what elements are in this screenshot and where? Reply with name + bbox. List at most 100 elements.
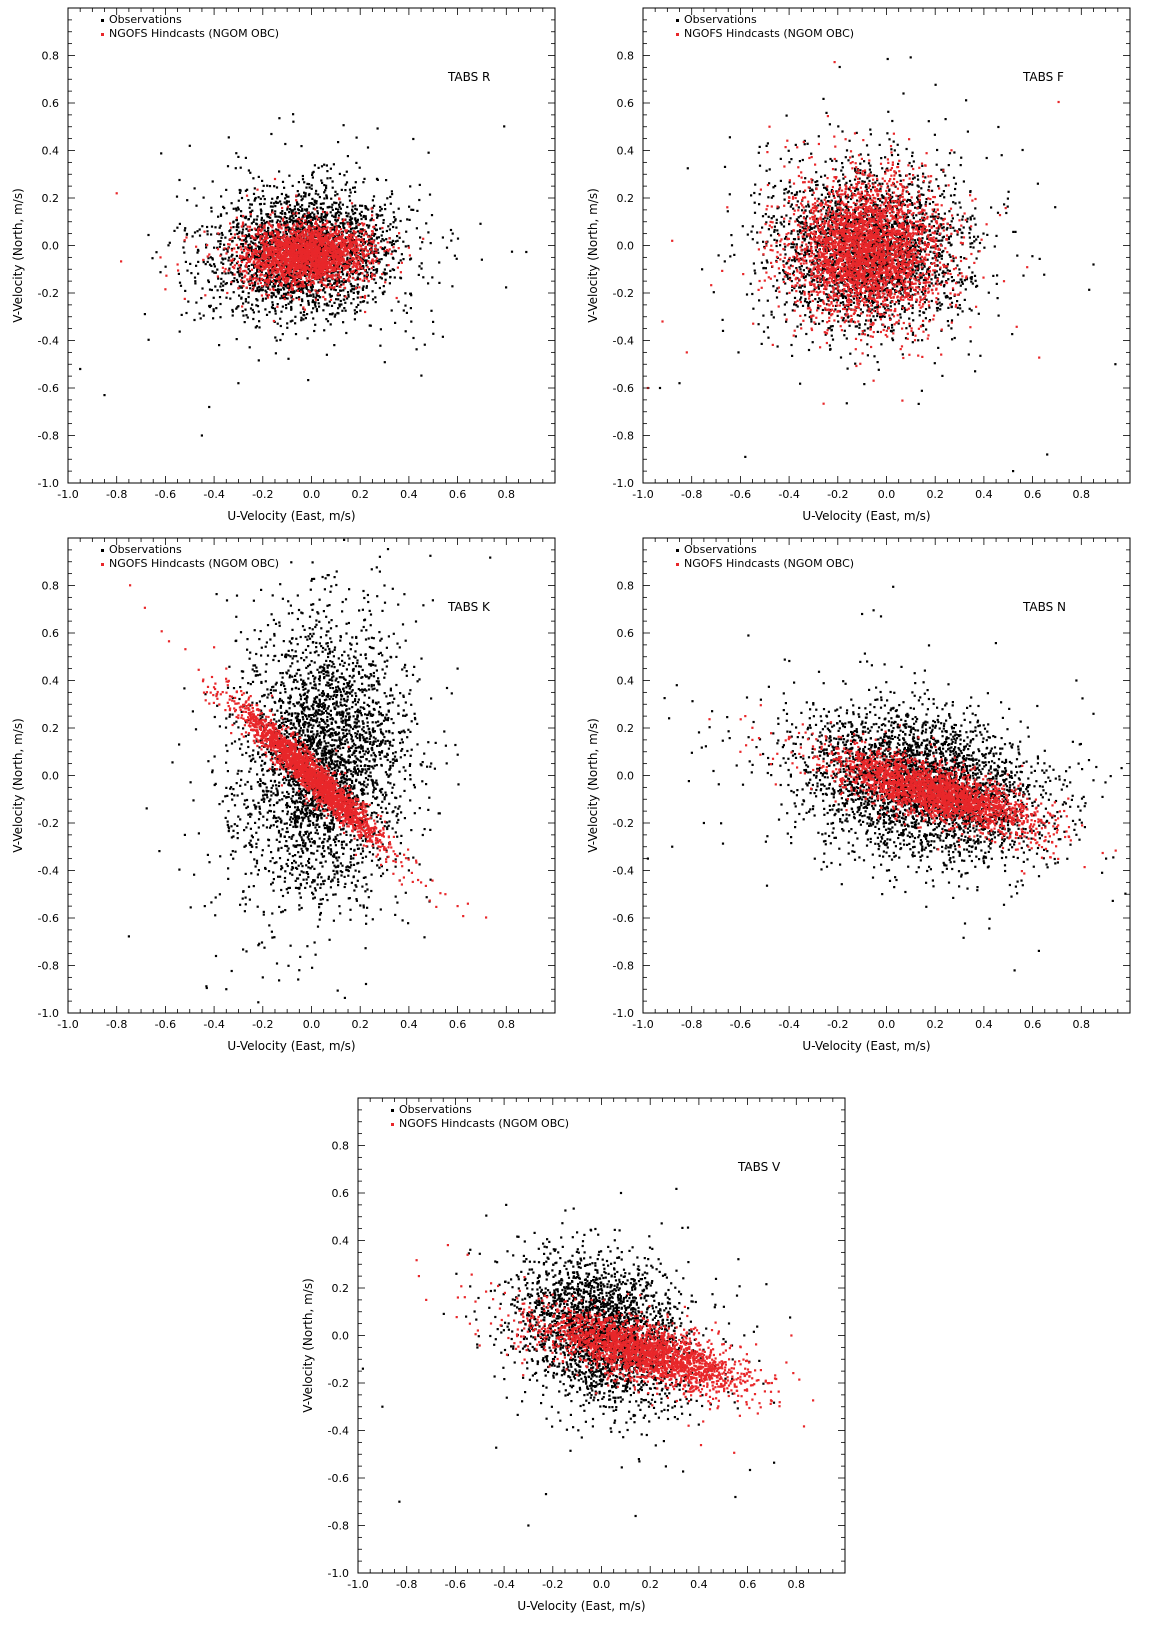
data-point bbox=[244, 189, 247, 192]
data-point bbox=[288, 239, 291, 242]
data-point bbox=[301, 261, 304, 264]
data-point bbox=[220, 289, 223, 292]
data-point bbox=[355, 262, 358, 266]
data-point bbox=[386, 197, 389, 200]
data-point bbox=[300, 290, 303, 293]
data-point bbox=[308, 220, 311, 223]
data-point bbox=[275, 249, 278, 252]
data-point bbox=[374, 259, 377, 262]
data-point bbox=[348, 268, 351, 271]
data-point bbox=[277, 251, 281, 254]
data-point bbox=[318, 271, 321, 274]
data-point bbox=[279, 242, 282, 245]
data-point bbox=[266, 215, 269, 218]
data-point bbox=[304, 282, 307, 285]
data-point bbox=[347, 222, 350, 225]
data-point bbox=[343, 268, 346, 271]
data-point bbox=[317, 289, 320, 293]
data-point bbox=[335, 280, 338, 283]
data-point bbox=[365, 264, 368, 267]
data-point bbox=[261, 288, 264, 291]
data-point bbox=[313, 164, 316, 167]
data-point bbox=[253, 187, 256, 190]
data-point bbox=[315, 232, 318, 235]
data-point bbox=[385, 179, 388, 182]
data-point bbox=[292, 235, 295, 238]
data-point bbox=[283, 222, 286, 225]
data-point bbox=[389, 269, 392, 272]
data-point bbox=[231, 272, 234, 275]
data-point bbox=[262, 245, 265, 248]
data-point bbox=[373, 204, 376, 207]
data-point bbox=[335, 253, 338, 257]
data-point bbox=[296, 208, 300, 211]
data-point bbox=[293, 250, 296, 253]
data-point bbox=[369, 235, 372, 238]
data-point bbox=[355, 208, 358, 211]
data-point bbox=[331, 252, 334, 255]
data-point bbox=[292, 234, 295, 237]
data-point bbox=[213, 263, 216, 266]
data-point bbox=[231, 253, 234, 257]
data-point bbox=[339, 276, 342, 279]
data-point bbox=[306, 269, 309, 272]
data-point bbox=[252, 317, 255, 321]
data-point bbox=[325, 253, 328, 256]
data-point bbox=[275, 230, 278, 233]
data-point bbox=[304, 262, 307, 265]
data-point bbox=[342, 223, 345, 226]
data-point bbox=[287, 357, 290, 360]
data-point bbox=[329, 211, 332, 214]
data-point bbox=[325, 268, 328, 271]
data-point bbox=[399, 271, 402, 274]
data-point bbox=[289, 208, 292, 211]
data-point bbox=[338, 244, 341, 247]
data-point bbox=[263, 224, 266, 227]
data-point bbox=[286, 223, 289, 226]
data-point bbox=[325, 284, 328, 287]
data-point bbox=[344, 309, 347, 312]
data-point bbox=[251, 253, 254, 256]
data-point bbox=[307, 379, 310, 382]
data-point bbox=[321, 222, 324, 225]
data-point bbox=[363, 279, 366, 282]
data-point bbox=[347, 293, 350, 296]
data-point bbox=[304, 214, 307, 217]
data-point bbox=[325, 273, 328, 276]
data-point bbox=[227, 247, 230, 250]
data-point bbox=[242, 302, 245, 305]
data-point bbox=[239, 166, 242, 169]
data-point bbox=[359, 214, 363, 217]
data-point bbox=[265, 313, 269, 316]
data-point bbox=[262, 258, 265, 261]
data-point bbox=[323, 184, 326, 187]
data-point bbox=[395, 296, 398, 300]
data-point bbox=[328, 270, 331, 273]
data-point bbox=[303, 226, 306, 229]
data-point bbox=[328, 244, 331, 247]
data-point bbox=[390, 241, 393, 244]
data-point bbox=[222, 284, 225, 287]
data-point bbox=[334, 278, 337, 281]
data-point bbox=[235, 338, 238, 341]
data-point bbox=[330, 275, 333, 279]
data-point bbox=[276, 274, 279, 277]
data-point bbox=[269, 235, 273, 238]
data-point bbox=[310, 265, 313, 268]
data-point bbox=[301, 268, 305, 271]
data-point bbox=[219, 254, 222, 257]
data-point bbox=[249, 215, 252, 218]
data-point bbox=[227, 272, 230, 275]
data-point bbox=[229, 271, 233, 274]
data-point bbox=[350, 290, 353, 293]
data-point bbox=[268, 275, 271, 279]
data-point bbox=[307, 301, 310, 305]
data-point bbox=[340, 188, 343, 191]
data-point bbox=[277, 215, 280, 218]
data-point bbox=[349, 227, 353, 231]
data-point bbox=[288, 287, 291, 290]
data-point bbox=[273, 274, 276, 277]
data-point bbox=[175, 195, 179, 198]
data-point bbox=[341, 218, 344, 221]
data-point bbox=[349, 247, 352, 250]
